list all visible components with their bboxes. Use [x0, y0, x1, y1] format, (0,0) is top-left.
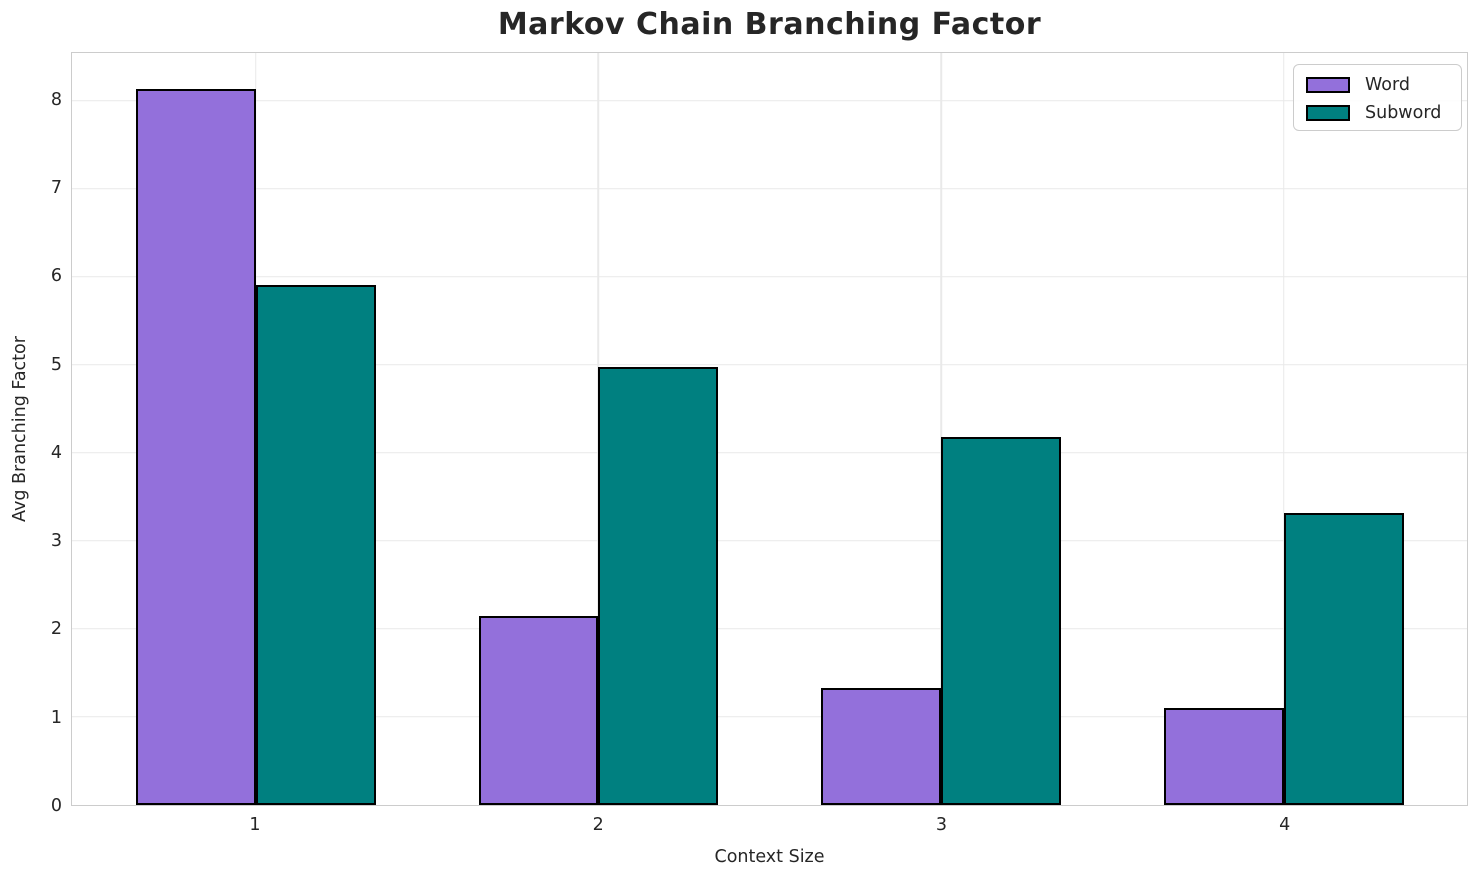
bar-layer	[72, 53, 1467, 805]
y-tick-label-8: 8	[50, 89, 62, 110]
plot-area	[71, 52, 1468, 806]
y-tick-label-7: 7	[50, 177, 62, 198]
legend-item-word: Word	[1306, 72, 1461, 97]
legend-swatch-subword	[1306, 104, 1350, 121]
grid-line-horizontal-8	[72, 99, 1467, 102]
x-axis-tick-labels: 1 2 3 4	[71, 815, 1468, 841]
x-tick-label-4: 4	[1279, 815, 1291, 835]
y-tick-label-3: 3	[50, 531, 62, 552]
legend-label-word: Word	[1365, 74, 1410, 95]
y-tick-label-6: 6	[50, 266, 62, 287]
legend-label-subword: Subword	[1365, 102, 1442, 123]
bar-word-context-3	[821, 687, 942, 805]
y-tick-label-4: 4	[50, 442, 62, 463]
grid-line-vertical-3	[940, 53, 942, 805]
bar-subword-context-4	[1283, 512, 1404, 805]
bar-word-context-1	[135, 89, 256, 805]
x-axis-label: Context Size	[714, 847, 825, 867]
grid-line-horizontal-7	[72, 187, 1467, 190]
grid-line-horizontal-2	[72, 628, 1467, 630]
grid-line-horizontal-3	[72, 540, 1467, 542]
bar-word-context-2	[478, 615, 599, 805]
bar-subword-context-3	[941, 436, 1062, 805]
grid-line-horizontal-1	[72, 716, 1467, 718]
grid-line-vertical-4	[1283, 53, 1285, 805]
x-tick-label-3: 3	[935, 815, 948, 835]
y-axis-tick-labels: 0 1 2 3 4 5 6 7 8	[0, 52, 62, 816]
grid-line-horizontal-5	[72, 363, 1467, 366]
bar-word-context-4	[1164, 708, 1284, 805]
grid-line-horizontal-4	[72, 452, 1467, 454]
legend-swatch-word	[1306, 76, 1350, 93]
y-tick-label-2: 2	[50, 619, 62, 640]
y-tick-label-0: 0	[50, 796, 62, 816]
grid-line-horizontal-6	[72, 275, 1467, 278]
x-tick-label-2: 2	[592, 815, 604, 835]
y-tick-label-5: 5	[50, 354, 62, 375]
bar-subword-context-2	[598, 367, 719, 805]
legend: Word Subword	[1293, 64, 1462, 131]
chart-title: Markov Chain Branching Factor	[497, 7, 1042, 42]
legend-item-subword: Subword	[1306, 100, 1461, 125]
bar-subword-context-1	[255, 285, 376, 805]
x-tick-label-1: 1	[249, 815, 261, 835]
y-tick-label-1: 1	[50, 707, 62, 728]
